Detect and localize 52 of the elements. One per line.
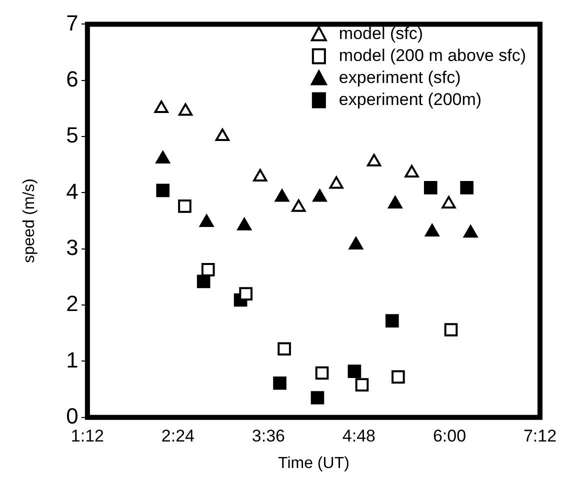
point [388,196,402,208]
x-tick-label: 1:12 [70,426,104,446]
y-tick-label: 5 [66,122,78,148]
point [315,366,329,380]
point [178,200,192,213]
y-tick-label: 6 [66,66,78,92]
point [274,189,290,202]
point [239,287,252,300]
point [156,151,170,164]
y-tick-label: 3 [66,234,78,260]
x-tick-label: 7:12 [523,426,557,446]
point [178,103,193,116]
point [329,176,344,189]
point [156,184,170,198]
legend-label: model (200 m above sfc) [338,46,526,65]
point [464,225,478,238]
point [154,100,168,113]
point [253,168,268,182]
y-tick-label: 4 [66,178,78,204]
point [310,391,324,404]
point [355,378,369,392]
point [348,364,362,378]
x-tick-label: 2:24 [161,426,194,446]
point [312,189,327,202]
y-axis-title: speed (m/s) [21,178,38,264]
legend-label: model (sfc) [338,24,423,43]
point [442,196,456,208]
x-tick-label: 3:36 [252,426,286,446]
point [348,236,364,250]
y-tick-label: 2 [66,291,78,316]
point [215,128,230,142]
point [425,224,440,237]
point [392,370,405,384]
point [237,218,252,230]
legend-label: experiment (200m) [338,90,482,109]
legend-label: experiment (sfc) [338,68,461,87]
x-tick-label: 6:00 [432,426,466,446]
point [404,165,419,178]
point [200,214,214,227]
point [201,263,215,276]
point [278,342,291,356]
point [444,323,458,336]
x-tick-label: 4:48 [342,426,376,446]
point [273,376,286,390]
point [386,314,399,328]
point [292,199,306,212]
y-tick-label: 0 [66,403,78,428]
x-axis-title: Time (UT) [278,454,350,472]
point [196,274,210,288]
y-tick-label: 7 [66,10,78,36]
point [367,154,382,166]
y-tick-label: 1 [66,347,78,372]
